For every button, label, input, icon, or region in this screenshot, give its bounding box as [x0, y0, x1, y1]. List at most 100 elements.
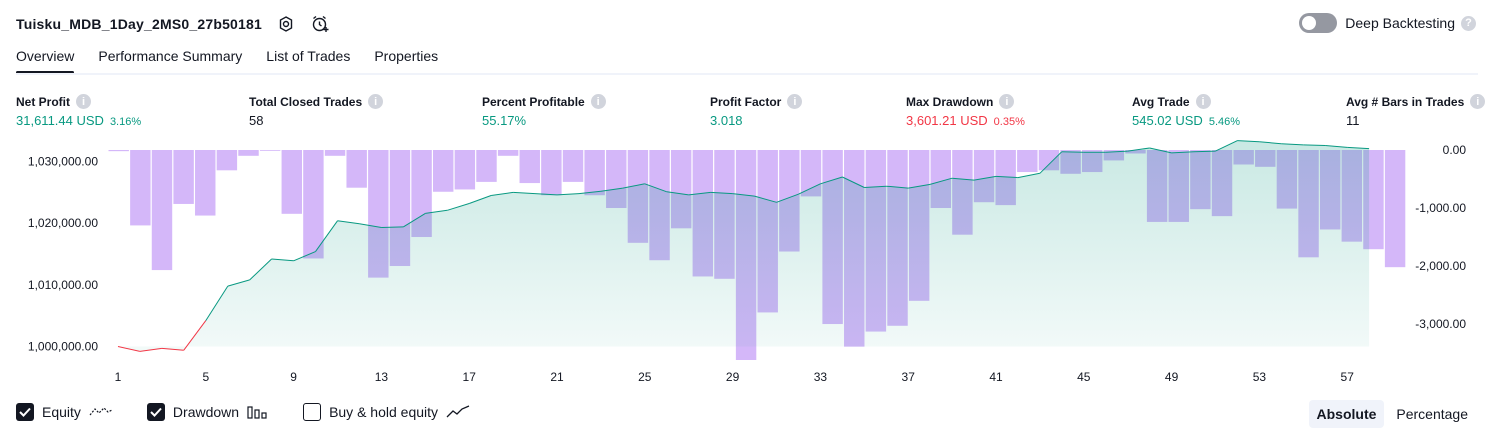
equity-line-segment — [1215, 140, 1238, 152]
info-icon[interactable]: i — [1195, 94, 1211, 109]
equity-line-segment — [1061, 151, 1084, 153]
drawdown-bar — [238, 150, 259, 156]
equity-line-segment — [469, 195, 492, 204]
x-axis-tick-label: 25 — [638, 370, 652, 384]
tab-overview[interactable]: Overview — [16, 48, 75, 74]
equity-line-segment — [798, 183, 821, 195]
legend-equity[interactable]: Equity — [16, 403, 113, 421]
equity-line-segment — [1303, 144, 1326, 146]
equity-line-segment — [556, 193, 580, 196]
x-axis-tick-label: 9 — [290, 370, 297, 384]
equity-line-segment — [1171, 151, 1194, 154]
buy-hold-checkbox[interactable] — [303, 403, 322, 421]
equity-line-segment — [600, 187, 623, 192]
drawdown-bar — [800, 150, 822, 197]
legend-buy-hold-equity[interactable]: Buy & hold equity — [303, 403, 470, 421]
equity-line-segment — [161, 347, 184, 351]
left-axis-tick-label: 1,000,000.00 — [28, 340, 98, 354]
deep-backtesting-toggle[interactable] — [1299, 13, 1338, 33]
metric-label: Profit Factor — [710, 94, 782, 109]
absolute-button[interactable]: Absolute — [1308, 400, 1385, 428]
metric-value: 11 — [1346, 113, 1360, 128]
drawdown-bar — [454, 150, 476, 190]
equity-line-segment — [534, 193, 558, 196]
drawdown-bar — [476, 150, 497, 182]
x-axis-tick-label: 53 — [1253, 370, 1267, 384]
right-axis-tick-label: -3,000.00 — [1415, 317, 1466, 331]
metric-max-drawdown: Max Drawdown i 3,601.21 USD 0.35% — [906, 94, 1025, 128]
equity-line-segment — [732, 193, 755, 197]
equity-area — [118, 140, 1370, 352]
deep-backtesting-label: Deep Backtesting — [1345, 15, 1455, 31]
equity-line-segment — [622, 183, 645, 189]
tab-list-of-trades[interactable]: List of Trades — [266, 48, 351, 64]
info-icon[interactable]: i — [76, 94, 91, 109]
buy-hold-line-icon — [446, 405, 470, 419]
equity-line-segment — [952, 177, 975, 181]
metric-percent: 5.46% — [1208, 116, 1241, 128]
drawdown-bar — [108, 150, 129, 152]
drawdown-bar — [519, 150, 540, 184]
drawdown-bar — [562, 150, 584, 182]
equity-line-segment — [688, 191, 711, 196]
info-icon[interactable]: i — [368, 94, 384, 109]
tab-properties[interactable]: Properties — [374, 48, 439, 64]
equity-line-segment — [491, 191, 514, 196]
drawdown-checkbox[interactable] — [146, 403, 165, 421]
equity-line-segment — [337, 220, 360, 225]
percentage-button[interactable]: Percentage — [1396, 406, 1468, 422]
x-axis-tick-label: 33 — [814, 370, 828, 384]
equity-line-segment — [1325, 145, 1348, 148]
help-icon[interactable]: ? — [1461, 15, 1476, 31]
info-icon[interactable]: i — [1470, 94, 1486, 109]
equity-line-segment — [1347, 146, 1370, 150]
info-icon[interactable]: i — [999, 94, 1015, 109]
strategy-header: Tuisku_MDB_1Day_2MS0_27b50181 — [16, 12, 330, 36]
x-axis-tick-label: 1 — [115, 370, 122, 384]
equity-checkbox[interactable] — [16, 403, 34, 421]
left-axis-tick-label: 1,030,000.00 — [28, 155, 98, 169]
equity-line-segment — [183, 320, 207, 351]
metric-value: 545.02 USD — [1132, 113, 1203, 128]
toggle-knob — [1302, 16, 1317, 30]
x-axis-tick-label: 17 — [463, 370, 477, 384]
equity-line-segment — [864, 185, 887, 188]
metric-total-closed-trades: Total Closed Trades i 58 — [249, 94, 384, 128]
tab-performance-summary[interactable]: Performance Summary — [98, 48, 243, 64]
metric-value: 55.17% — [482, 113, 527, 128]
equity-line-icon — [89, 405, 113, 419]
metric-profit-factor: Profit Factor i 3.018 — [710, 94, 803, 128]
alarm-add-icon[interactable] — [310, 14, 330, 34]
settings-icon[interactable] — [276, 14, 296, 34]
drawdown-bar — [324, 150, 346, 156]
drawdown-bar — [1384, 150, 1406, 268]
metric-label: Avg Trade — [1132, 94, 1190, 109]
equity-line-segment — [710, 191, 733, 195]
metric-value: 58 — [249, 113, 264, 128]
metric-avg-bars-in-trades: Avg # Bars in Trades i 11 — [1346, 94, 1486, 128]
strategy-name: Tuisku_MDB_1Day_2MS0_27b50181 — [16, 16, 263, 32]
drawdown-bar — [259, 150, 281, 151]
drawdown-bar — [281, 150, 302, 214]
metric-label: Percent Profitable — [482, 94, 585, 109]
metric-value: 31,611.44 USD — [16, 113, 104, 128]
equity-line-segment — [315, 220, 338, 252]
equity-line-segment — [249, 258, 272, 281]
legend-buy-hold-label: Buy & hold equity — [329, 404, 439, 420]
drawdown-bar — [151, 150, 173, 271]
metric-label: Net Profit — [16, 94, 70, 109]
x-axis-tick-label: 29 — [726, 370, 740, 384]
drawdown-bar — [584, 150, 605, 196]
legend-drawdown-label: Drawdown — [172, 404, 240, 420]
info-icon[interactable]: i — [787, 94, 803, 109]
equity-line-segment — [403, 212, 426, 228]
equity-drawdown-chart[interactable]: 1,000,000.00 1,010,000.00 1,020,000.00 1,03… — [0, 140, 1494, 395]
metric-value: 3.018 — [710, 113, 743, 128]
drawdown-bar — [303, 150, 324, 259]
equity-line-segment — [1149, 147, 1172, 154]
equity-line-segment — [578, 190, 601, 195]
equity-line-segment — [227, 279, 250, 287]
legend-drawdown[interactable]: Drawdown — [146, 403, 269, 421]
equity-line-segment — [271, 258, 294, 262]
info-icon[interactable]: i — [590, 94, 606, 109]
